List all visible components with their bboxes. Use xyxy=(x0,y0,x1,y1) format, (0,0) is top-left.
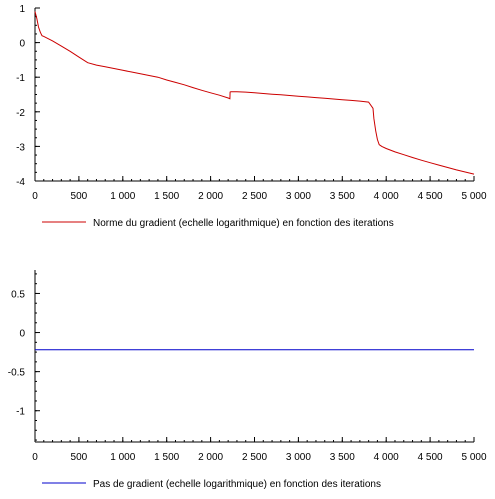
x-tick-label: 2 000 xyxy=(198,452,223,463)
series-line xyxy=(34,11,475,175)
x-tick-label: 1 000 xyxy=(110,191,135,202)
chart-gradient-step: 0 500 1 000 1 500 2 000 2 500 3 000 3 500 4 000 4… xyxy=(8,270,487,490)
x-tick-label: 2 500 xyxy=(242,191,267,202)
chart-gradient-norm: 0 500 1 000 1 500 2 000 2 500 3 000 3 500 4 000 4… xyxy=(16,4,487,229)
x-tick-label: 5 000 xyxy=(461,452,486,463)
x-tick-label: 3 000 xyxy=(286,191,311,202)
y-tick-label: -1 xyxy=(16,407,25,418)
x-tick-label: 1 500 xyxy=(154,452,179,463)
y-tick-label: 0 xyxy=(19,329,25,340)
x-tick-label: 3 000 xyxy=(286,452,311,463)
y-tick-label: -0.5 xyxy=(8,368,26,379)
y-tick-label: -4 xyxy=(16,177,25,188)
x-tick-label: 0 xyxy=(32,452,38,463)
y-tick-label: 0 xyxy=(19,39,25,50)
x-tick-label: 3 500 xyxy=(330,452,355,463)
x-tick-label: 5 000 xyxy=(461,191,486,202)
legend-label: Pas de gradient (echelle logarithmique) … xyxy=(93,479,381,490)
y-tick-label: -3 xyxy=(16,142,25,153)
y-tick-label: -1 xyxy=(16,73,25,84)
x-tick-label: 4 500 xyxy=(418,191,443,202)
x-tick-label: 500 xyxy=(71,191,88,202)
y-tick-label: 0.5 xyxy=(11,289,25,300)
x-tick-label: 500 xyxy=(71,452,88,463)
x-tick-label: 4 500 xyxy=(418,452,443,463)
x-tick-label: 3 500 xyxy=(330,191,355,202)
x-tick-label: 1 000 xyxy=(110,452,135,463)
x-tick-label: 1 500 xyxy=(154,191,179,202)
x-tick-label: 4 000 xyxy=(374,191,399,202)
legend-label: Norme du gradient (echelle logarithmique… xyxy=(93,218,394,229)
y-tick-label: 1 xyxy=(19,4,25,15)
x-tick-label: 0 xyxy=(32,191,38,202)
x-tick-label: 2 000 xyxy=(198,191,223,202)
y-tick-label: -2 xyxy=(16,108,25,119)
x-tick-label: 2 500 xyxy=(242,452,267,463)
x-tick-label: 4 000 xyxy=(374,452,399,463)
